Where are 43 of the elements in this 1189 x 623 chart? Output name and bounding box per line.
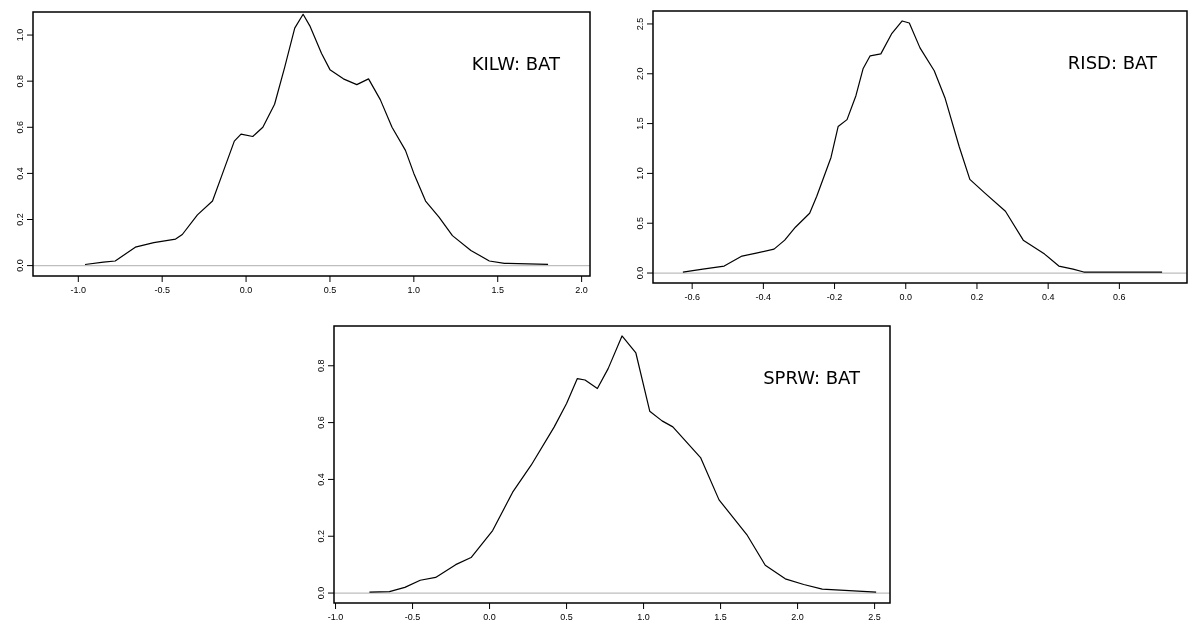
y-tick-label: 1.5 <box>635 117 645 130</box>
y-tick-label: 2.5 <box>635 17 645 31</box>
x-tick-label: 0.2 <box>970 292 984 302</box>
x-tick-label: -1.0 <box>327 612 344 622</box>
y-tick-label: 0.2 <box>316 529 326 543</box>
y-tick-label: 1.0 <box>15 28 25 42</box>
line-series <box>682 20 1163 273</box>
y-tick-label: 0.2 <box>15 213 25 226</box>
x-tick-label: 1.5 <box>491 285 504 295</box>
y-tick-label: 0.8 <box>316 359 326 373</box>
annotation: RISD: BAT <box>1067 52 1158 73</box>
y-tick-label: 0.5 <box>635 216 645 230</box>
y-tick-label: 0.6 <box>316 416 326 429</box>
y-tick-label: 0.6 <box>15 121 25 134</box>
y-tick-label: 0.0 <box>635 266 645 280</box>
y-tick-label: 0.0 <box>15 259 25 272</box>
x-tick-label: 0.0 <box>239 285 253 295</box>
y-tick-label: 0.8 <box>15 74 25 88</box>
y-tick-label: 0.4 <box>15 167 25 180</box>
x-tick-label: 0.0 <box>483 612 496 622</box>
y-tick-label: 0.4 <box>316 473 326 486</box>
x-tick-label: 2.5 <box>868 612 881 622</box>
x-tick-label: 1.5 <box>714 612 727 622</box>
y-tick-label: 2.0 <box>635 67 645 81</box>
x-tick-label: 2.0 <box>791 612 804 622</box>
x-tick-label: -1.0 <box>70 285 87 295</box>
x-tick-label: 2.0 <box>575 285 588 295</box>
x-tick-label: 0.5 <box>323 285 337 295</box>
x-tick-label: -0.4 <box>755 292 772 302</box>
x-tick-label: 0.6 <box>1113 292 1126 302</box>
y-tick-label: 1.0 <box>635 167 645 180</box>
x-tick-label: -0.2 <box>826 292 843 302</box>
line-series <box>368 335 877 593</box>
y-tick-label: 0.0 <box>316 586 326 600</box>
x-tick-label: -0.6 <box>684 292 700 302</box>
x-tick-label: 0.0 <box>899 292 913 302</box>
x-tick-label: 1.0 <box>407 285 421 295</box>
x-tick-label: -0.5 <box>404 612 421 622</box>
x-tick-label: 0.5 <box>560 612 573 622</box>
x-tick-label: 0.4 <box>1041 292 1055 302</box>
annotation: SPRW: BAT <box>763 367 861 388</box>
annotation: KILW: BAT <box>471 53 561 74</box>
x-tick-label: -0.5 <box>154 285 170 295</box>
